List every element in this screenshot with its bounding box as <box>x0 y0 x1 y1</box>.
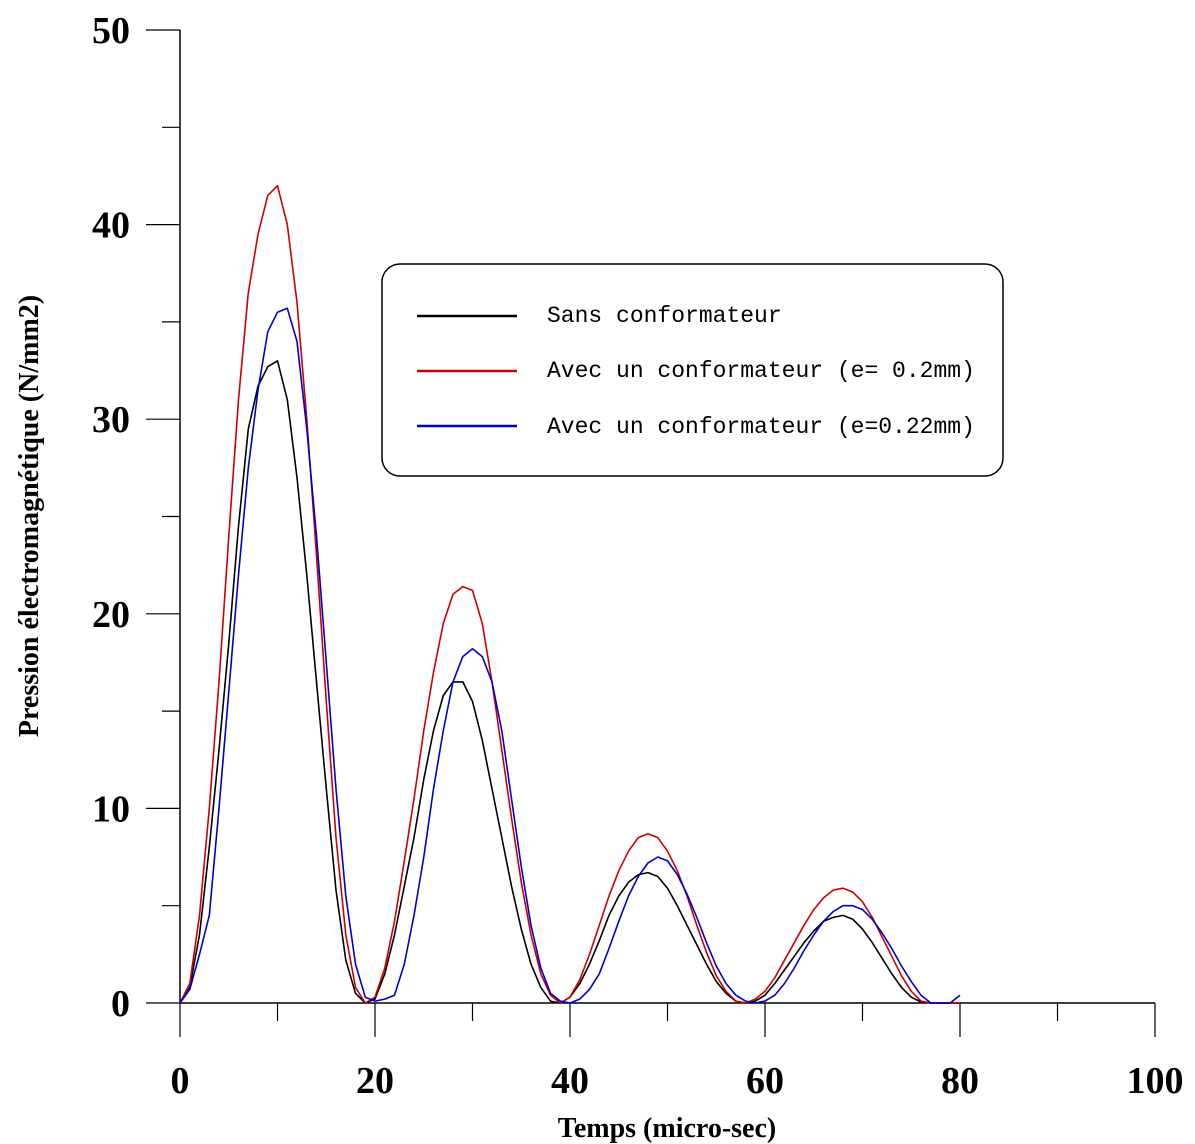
y-tick-label: 30 <box>92 399 130 441</box>
x-axis-label: Temps (micro-sec) <box>558 1113 777 1144</box>
y-axis-label: Pression électromagnétique (N/mm2) <box>14 295 45 737</box>
y-tick-label: 40 <box>92 205 130 247</box>
y-tick-label: 10 <box>92 788 130 830</box>
y-tick-label: 50 <box>92 10 130 52</box>
legend-label-1: Avec un conformateur (e= 0.2mm) <box>547 358 975 384</box>
x-tick-label: 40 <box>551 1060 589 1102</box>
series-line-2 <box>179 307 961 1004</box>
legend-label-0: Sans conformateur <box>547 303 782 329</box>
legend-label-2: Avec un conformateur (e=0.22mm) <box>547 414 975 440</box>
x-tick-label: 80 <box>941 1060 979 1102</box>
x-tick-label: 100 <box>1127 1060 1184 1102</box>
x-tick-label: 60 <box>746 1060 784 1102</box>
legend: Sans conformateur Avec un conformateur (… <box>381 263 1004 477</box>
series-layer <box>179 184 961 1004</box>
x-tick-label: 20 <box>356 1060 394 1102</box>
y-tick-label: 0 <box>111 983 130 1025</box>
axes: 0 20 40 60 80 100 0 10 20 30 40 50 <box>92 10 1184 1102</box>
y-tick-label: 20 <box>92 594 130 636</box>
legend-box <box>381 263 1004 477</box>
x-tick-label: 0 <box>171 1060 190 1102</box>
